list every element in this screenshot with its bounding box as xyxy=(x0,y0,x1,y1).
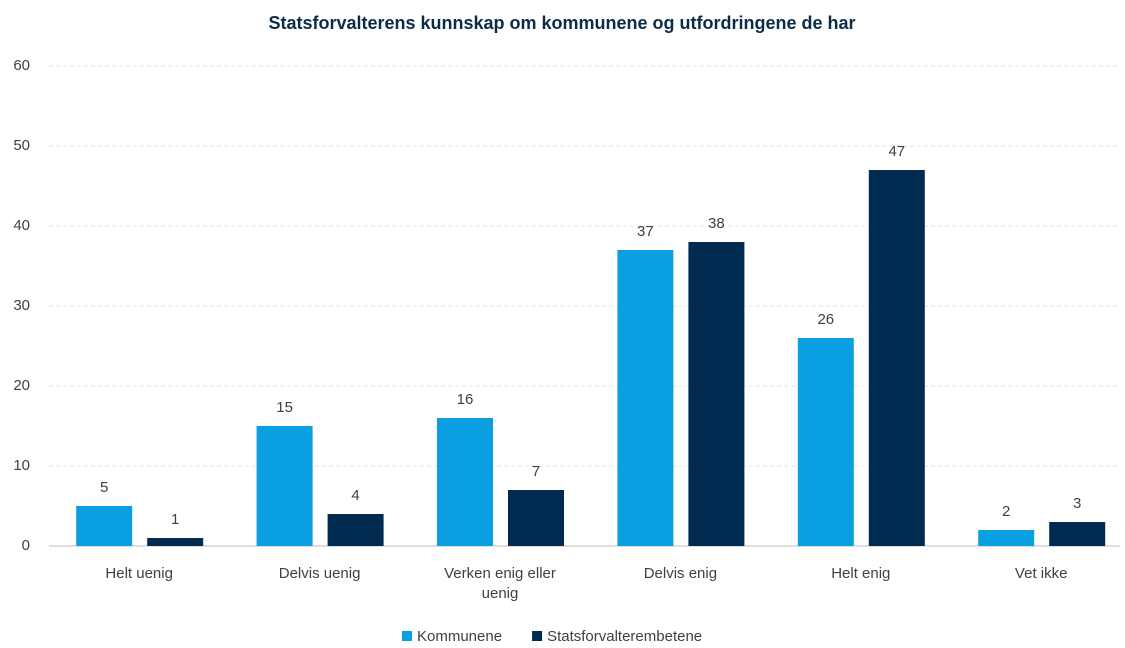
y-tick-label: 10 xyxy=(13,457,30,474)
y-tick-label: 0 xyxy=(22,537,30,554)
x-tick-label: Vet ikke xyxy=(1014,565,1068,582)
y-tick-label: 30 xyxy=(13,297,30,314)
x-tick-label: Delvis uenig xyxy=(278,565,361,582)
data-label: 4 xyxy=(351,487,359,504)
bar xyxy=(868,170,925,546)
data-label: 26 xyxy=(817,311,834,328)
x-tick-label: Helt enig xyxy=(831,565,891,582)
bar xyxy=(688,242,745,546)
y-tick-label: 20 xyxy=(13,377,30,394)
y-tick-label: 60 xyxy=(13,57,30,74)
bar xyxy=(256,426,313,546)
bar xyxy=(797,338,854,546)
data-label: 37 xyxy=(637,223,654,240)
bar xyxy=(147,538,204,546)
data-label: 1 xyxy=(171,511,179,528)
y-tick-label: 50 xyxy=(13,137,30,154)
data-label: 47 xyxy=(888,143,905,160)
data-label: 16 xyxy=(457,391,474,408)
bar xyxy=(978,530,1035,546)
chart-title: Statsforvalterens kunnskap om kommunene … xyxy=(268,13,855,33)
legend-label: Statsforvalterembetene xyxy=(547,628,702,645)
data-label: 3 xyxy=(1073,495,1081,512)
bar xyxy=(76,506,133,546)
bar xyxy=(617,250,674,546)
bar xyxy=(437,418,493,546)
legend-swatch xyxy=(532,631,543,641)
data-label: 38 xyxy=(708,215,725,232)
bar xyxy=(508,490,564,546)
legend-swatch xyxy=(402,631,412,641)
bar xyxy=(327,514,384,546)
data-label: 5 xyxy=(100,479,108,496)
data-label: 7 xyxy=(532,463,540,480)
x-tick-label: Delvis enig xyxy=(643,565,718,582)
y-tick-label: 40 xyxy=(13,217,30,234)
legend-label: Kommunene xyxy=(417,628,502,645)
x-tick-label: Verken enig eller uenig xyxy=(444,565,556,602)
data-label: 2 xyxy=(1002,503,1010,520)
bar xyxy=(1049,522,1106,546)
data-label: 15 xyxy=(276,399,293,416)
x-tick-label: Helt uenig xyxy=(105,565,173,582)
